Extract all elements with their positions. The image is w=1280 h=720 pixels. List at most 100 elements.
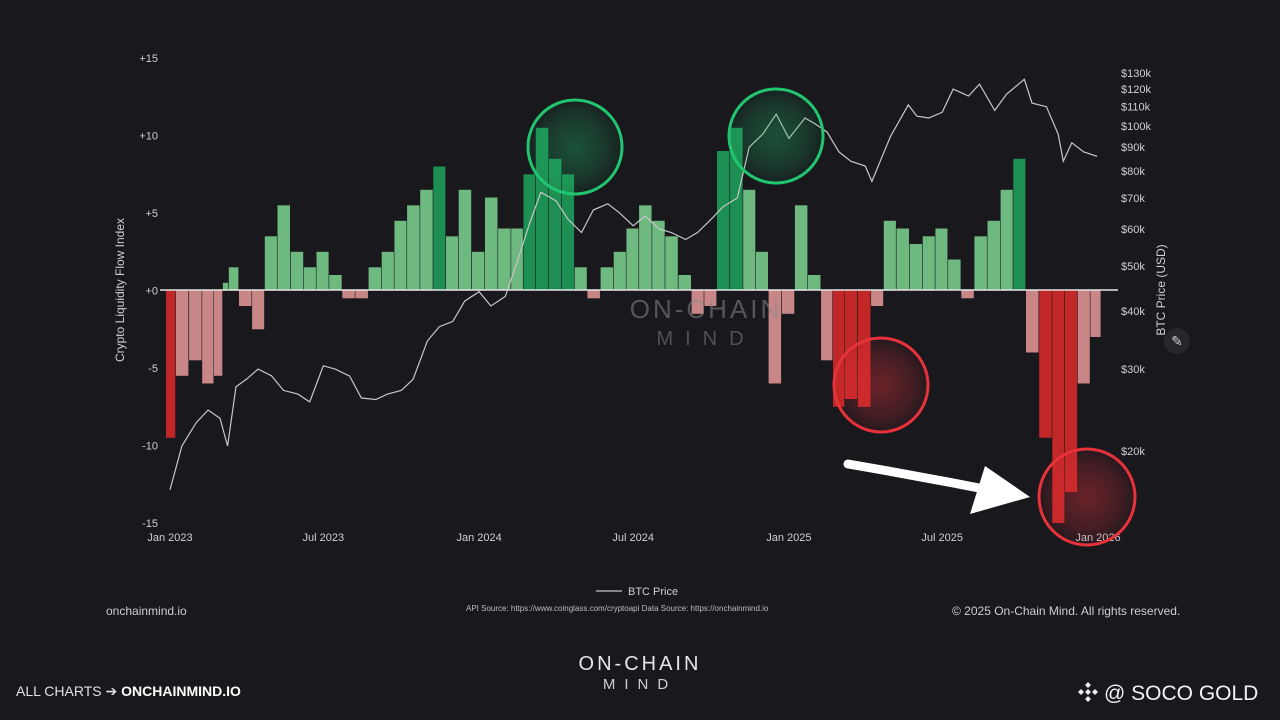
api-source: API Source: https://www.coinglass.com/cr… (466, 604, 769, 613)
flow-bar (394, 220, 407, 291)
pencil-icon[interactable]: ✎ (1164, 328, 1190, 354)
flow-bar (189, 290, 202, 361)
y2-tick-label: $90k (1121, 142, 1145, 154)
y-tick-label: +15 (139, 53, 158, 65)
watermark-line1: ON-CHAIN (630, 294, 783, 324)
highlight-circles (526, 87, 1137, 547)
y-axis-label: Crypto Liquidity Flow Index (113, 218, 127, 362)
x-tick-label: Jul 2025 (921, 532, 963, 544)
btc-price-line (169, 78, 1098, 490)
flow-bar (781, 290, 795, 314)
y-tick-label: -10 (142, 441, 158, 453)
brand-logo-line1: ON-CHAIN (578, 653, 702, 675)
flow-bar (303, 267, 316, 291)
y-tick-label: +0 (145, 286, 158, 298)
flow-bar (1039, 290, 1052, 438)
all-charts-url[interactable]: ONCHAINMIND.IO (121, 683, 241, 699)
x-tick-label: Jan 2024 (456, 532, 501, 544)
y2-tick-label: $50k (1121, 261, 1145, 273)
y2-tick-label: $60k (1121, 224, 1145, 236)
flow-bar (458, 189, 472, 291)
watermark: ON-CHAIN MIND (630, 294, 783, 350)
flow-bar (446, 236, 459, 291)
flow-bar (652, 220, 665, 291)
flow-bar (743, 189, 756, 291)
watermark-line2: MIND (656, 328, 755, 350)
copyright: © 2025 On-Chain Mind. All rights reserve… (952, 604, 1181, 618)
y-tick-label: +5 (145, 208, 158, 220)
all-charts-prefix: ALL CHARTS ➔ (16, 683, 122, 699)
y2-tick-label: $120k (1121, 84, 1151, 96)
diamond-logo-icon (1078, 682, 1098, 702)
flow-bar (498, 228, 511, 291)
flow-bar (935, 228, 948, 291)
flow-bar (730, 127, 743, 291)
y2-tick-label: $110k (1121, 102, 1151, 114)
flow-bar (485, 197, 498, 291)
flow-bars-group (166, 127, 1101, 523)
flow-bar (342, 290, 355, 299)
flow-bar (794, 205, 808, 291)
x-tick-label: Jan 2025 (766, 532, 811, 544)
arrow-head-icon (970, 466, 1030, 514)
flow-bar (290, 251, 304, 291)
flow-bar (755, 251, 768, 291)
flow-bar (574, 267, 587, 291)
x-tick-label: Jan 2023 (147, 532, 192, 544)
flow-bar (704, 290, 717, 306)
flow-bar (717, 151, 730, 291)
y-tick-label: -5 (148, 363, 158, 375)
y-tick-label: +10 (139, 131, 158, 143)
flow-bar (239, 290, 252, 306)
social-handle: @ SOCO GOLD (1076, 680, 1258, 706)
flow-bar (214, 290, 223, 376)
y2-tick-label: $80k (1121, 166, 1145, 178)
flow-bar (562, 174, 575, 291)
flow-bar (202, 290, 214, 384)
y2-axis-label: BTC Price (USD) (1154, 244, 1168, 335)
flow-bar (821, 290, 833, 361)
flow-bar (768, 290, 782, 384)
flow-bar (1013, 158, 1026, 291)
flow-bar (228, 267, 239, 291)
flow-bar (222, 282, 229, 291)
flow-bar (600, 267, 614, 291)
flow-bar (833, 290, 845, 407)
flow-bar (175, 290, 189, 376)
flow-bar (252, 290, 265, 330)
flow-bar (471, 251, 485, 291)
flow-bar (1000, 189, 1013, 291)
flow-bar (896, 228, 909, 291)
y2-tick-label: $40k (1121, 306, 1145, 318)
flow-bar (883, 220, 896, 291)
flow-bar (166, 290, 176, 438)
flow-bar (316, 251, 329, 291)
legend-label: BTC Price (628, 586, 678, 598)
legend: BTC Price (596, 586, 678, 598)
flow-bar (665, 236, 678, 291)
flow-bar (678, 275, 691, 291)
y2-tick-label: $30k (1121, 364, 1145, 376)
flow-bar (420, 189, 433, 291)
flow-bar (523, 174, 536, 291)
highlight-circle-green-2 (727, 87, 825, 185)
flow-bar (381, 251, 394, 291)
flow-bar (368, 267, 382, 291)
flow-bar (329, 275, 342, 291)
all-charts-link[interactable]: ALL CHARTS ➔ ONCHAINMIND.IO (16, 683, 241, 700)
flow-bar (948, 259, 961, 291)
flow-bar (433, 166, 446, 291)
x-tick-label: Jul 2024 (612, 532, 654, 544)
axes-group: +15 +10 +5 +0 -5 -10 -15 $130k $120k $110k $100k $9… (113, 53, 1168, 544)
flow-bar (922, 236, 935, 291)
brand-logo-line2: MIND (602, 676, 678, 693)
y2-tick-label: $20k (1121, 446, 1145, 458)
site-link[interactable]: onchainmind.io (106, 604, 187, 618)
flow-bar (871, 290, 884, 306)
highlight-circle-green-1 (526, 98, 624, 196)
flow-bar (587, 290, 600, 299)
flow-bar (691, 290, 704, 314)
flow-bar (987, 220, 1000, 291)
